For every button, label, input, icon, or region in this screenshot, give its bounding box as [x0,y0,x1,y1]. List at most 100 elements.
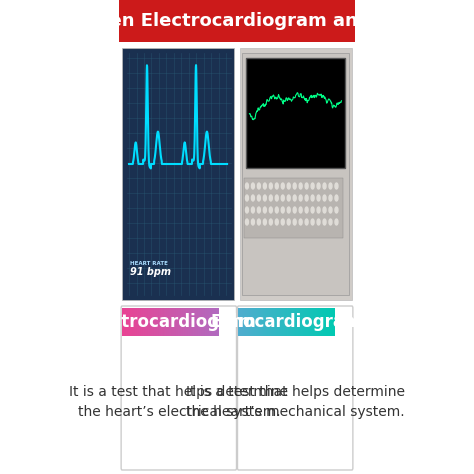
Bar [288,308,289,336]
Bar [259,308,260,336]
Bar [296,308,298,336]
Bar [212,308,213,336]
Bar [200,308,201,336]
Bar [213,308,214,336]
Bar [332,308,333,336]
Bar [171,308,173,336]
Text: Electrocardiogram: Electrocardiogram [84,313,257,331]
Circle shape [287,219,290,225]
Bar [179,308,180,336]
Bar [300,308,301,336]
Bar [130,308,131,336]
Bar [217,308,218,336]
Bar [194,308,196,336]
Bar [129,308,130,336]
Text: It is a test that helps determine
the heart’s electrical system.: It is a test that helps determine the he… [69,385,288,419]
Circle shape [305,183,308,189]
Bar [166,308,168,336]
Circle shape [264,207,266,213]
Bar [181,308,182,336]
Circle shape [305,195,308,201]
Bar [277,308,278,336]
Bar [119,0,355,42]
Bar [292,308,293,336]
Bar [134,308,135,336]
Circle shape [251,219,255,225]
Bar [260,308,261,336]
Bar [216,308,217,336]
Bar [246,58,346,168]
Bar [289,308,290,336]
Circle shape [299,219,302,225]
Bar [192,308,194,336]
Bar [256,308,257,336]
Bar [329,308,330,336]
Bar [253,308,254,336]
Bar [302,308,303,336]
Bar [282,308,283,336]
Bar [133,308,134,336]
Circle shape [311,207,314,213]
Bar [334,308,335,336]
Bar [274,308,275,336]
Bar [191,308,193,336]
Bar [249,308,250,336]
Bar [176,308,177,336]
Bar [211,308,212,336]
Circle shape [293,207,296,213]
Circle shape [275,195,278,201]
Circle shape [335,195,338,201]
Circle shape [299,183,302,189]
Bar [283,308,284,336]
Bar [175,308,176,336]
Circle shape [264,195,266,201]
Bar [164,308,166,336]
Bar [154,308,155,336]
Bar [327,308,328,336]
Circle shape [275,183,278,189]
Bar [202,308,203,336]
Bar [122,48,234,300]
Bar [320,308,322,336]
Bar [172,308,173,336]
Bar [242,308,244,336]
Bar [214,308,215,336]
Circle shape [281,183,284,189]
Circle shape [246,195,248,201]
Bar [307,308,308,336]
Bar [170,308,172,336]
Circle shape [275,219,278,225]
Bar [149,308,150,336]
Bar [331,308,332,336]
Bar [315,308,316,336]
Bar [185,308,186,336]
Circle shape [257,183,260,189]
Bar [265,308,267,336]
Bar [239,308,241,336]
Bar [128,308,129,336]
Circle shape [251,183,255,189]
Circle shape [317,183,320,189]
Bar [263,308,264,336]
Bar [151,308,152,336]
Bar [145,308,146,336]
Bar [244,308,246,336]
Bar [144,308,146,336]
Circle shape [335,183,338,189]
Circle shape [269,183,272,189]
Bar [252,308,253,336]
Bar [293,308,295,336]
Circle shape [317,219,320,225]
Bar [155,308,156,336]
Bar [251,308,252,336]
Bar [290,308,291,336]
Bar [196,308,198,336]
Bar [240,48,352,300]
Bar [298,308,300,336]
Circle shape [299,195,302,201]
Bar [150,308,151,336]
Bar [153,308,154,336]
Bar [143,308,145,336]
Bar [308,308,309,336]
Bar [137,308,139,336]
